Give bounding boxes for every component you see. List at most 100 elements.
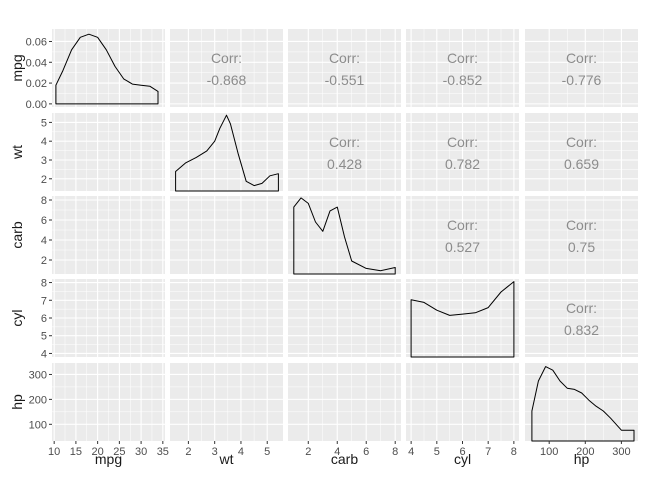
row-label-cyl: cyl [9,309,25,326]
y-tick-label: 200 [29,394,47,406]
panel-cyl-cyl [406,279,519,358]
x-tick-label: 4 [408,446,414,458]
x-tick-label: 15 [70,446,82,458]
x-tick-label: 7 [485,446,491,458]
panel-wt-wt [170,113,283,192]
y-tick-label: 8 [41,278,47,290]
x-tick-label: 8 [392,446,398,458]
y-tick-label: 3 [41,155,47,167]
panel-wt-cyl: Corr: 0.782 [406,113,519,191]
corr-value-wt-carb: 0.428 [327,156,362,172]
y-tick-label: 4 [41,348,47,360]
y-tick-label: 5 [41,117,47,129]
corr-label: Corr: [447,217,478,233]
panel-carb-cyl: Corr: 0.527 [406,196,519,274]
x-tick-label: 4 [238,446,244,458]
row-label-wt: wt [9,145,25,160]
panel-background [525,196,638,274]
density-curve-hp [531,366,635,442]
panel-carb-wt [170,196,283,274]
corr-label: Corr: [566,50,597,66]
panel-carb-carb [288,196,401,275]
column-label-wt: wt [219,451,234,467]
panel-background [170,196,283,274]
corr-value-mpg-wt: -0.868 [207,72,247,88]
density-curve-cyl [410,281,515,358]
y-tick-label: 8 [41,195,47,207]
y-tick-label: 0.06 [26,36,47,48]
y-tick-label: 100 [29,419,47,431]
corr-label: Corr: [566,217,597,233]
row-label-mpg: mpg [9,54,25,81]
x-tick-label: 6 [459,446,465,458]
panel-wt-mpg [52,113,165,191]
y-tick-label: 4 [41,136,47,148]
y-tick-label: 2 [41,255,47,267]
corr-value-carb-cyl: 0.527 [445,239,480,255]
panel-hp-mpg [52,363,165,441]
x-tick-label: 6 [363,446,369,458]
x-tick-label: 8 [511,446,517,458]
panel-cyl-carb [288,279,401,357]
corr-label: Corr: [329,50,360,66]
x-tick-label: 10 [48,446,60,458]
panel-cyl-mpg [52,279,165,357]
density-curve-carb [293,197,396,275]
x-tick-label: 300 [612,446,630,458]
y-tick-label: 2 [41,174,47,186]
panel-mpg-hp: Corr: -0.776 [525,29,638,107]
panel-background [288,113,401,191]
x-tick-label: 100 [540,446,558,458]
corr-value-mpg-carb: -0.551 [325,72,365,88]
column-label-hp: hp [574,451,590,467]
y-tick-label: 5 [41,331,47,343]
y-tick-label: 6 [41,215,47,227]
corr-label: Corr: [447,134,478,150]
x-tick-label: 5 [264,446,270,458]
x-tick-label: 3 [212,446,218,458]
column-label-mpg: mpg [95,451,122,467]
corr-label: Corr: [211,50,242,66]
density-curve-wt [175,114,279,192]
y-tick-label: 7 [41,295,47,307]
panel-mpg-carb: Corr: -0.551 [288,29,401,107]
panel-carb-mpg [52,196,165,274]
x-tick-label: 20 [92,446,104,458]
y-tick-label: 0.00 [26,99,47,111]
x-tick-label: 25 [113,446,125,458]
corr-value-wt-cyl: 0.782 [445,156,480,172]
x-tick-label: 35 [157,446,169,458]
column-label-carb: carb [331,451,358,467]
corr-label: Corr: [329,134,360,150]
corr-value-carb-hp: 0.75 [568,239,595,255]
x-tick-label: 2 [305,446,311,458]
y-tick-label: 4 [41,235,47,247]
panel-background [288,363,401,441]
panel-cyl-wt [170,279,283,357]
panel-wt-carb: Corr: 0.428 [288,113,401,191]
corr-value-wt-hp: 0.659 [564,156,599,172]
x-tick-label: 30 [135,446,147,458]
panel-background [288,29,401,107]
panel-wt-hp: Corr: 0.659 [525,113,638,191]
panel-carb-hp: Corr: 0.75 [525,196,638,274]
corr-label: Corr: [566,300,597,316]
x-tick-label: 4 [334,446,340,458]
y-tick-label: 0.04 [26,57,47,69]
y-tick-label: 0.02 [26,78,47,90]
corr-value-mpg-hp: -0.776 [562,72,602,88]
panel-mpg-mpg [52,29,165,107]
x-tick-label: 5 [434,446,440,458]
panel-background [525,113,638,191]
corr-label: Corr: [566,134,597,150]
density-curve-mpg [55,33,159,105]
panel-hp-hp [525,363,638,442]
corr-value-cyl-hp: 0.832 [564,322,599,338]
panel-hp-wt [170,363,283,441]
x-tick-label: 2 [185,446,191,458]
panel-mpg-cyl: Corr: -0.852 [406,29,519,107]
row-label-hp: hp [9,394,25,410]
x-tick-label: 200 [576,446,594,458]
corr-value-mpg-cyl: -0.852 [443,72,483,88]
